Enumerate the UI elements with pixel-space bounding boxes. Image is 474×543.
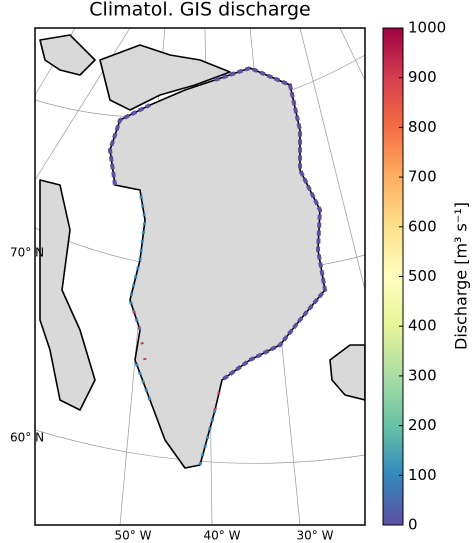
- colorbar-tick-label: 1000: [408, 19, 446, 37]
- map-frame: [34, 27, 366, 526]
- colorbar-tick-label: 500: [408, 267, 437, 285]
- lon-label: 40° W: [204, 529, 241, 543]
- colorbar-tick-label: 100: [408, 466, 437, 484]
- title: Climatol. GIS discharge: [89, 0, 310, 21]
- colorbar-tick-label: 200: [408, 416, 437, 434]
- lon-label: 50° W: [115, 529, 152, 543]
- colorbar-tick-label: 700: [408, 168, 437, 186]
- colorbar-tick-label: 300: [408, 366, 437, 384]
- lat-label: 60° N: [10, 431, 44, 445]
- colorbar-tick-label: 400: [408, 317, 437, 335]
- colorbar-label: Discharge [m³ s⁻¹]: [452, 202, 471, 350]
- map: [35, 28, 365, 525]
- colorbar-tick-label: 900: [408, 68, 437, 86]
- colorbar-tick-label: 800: [408, 118, 437, 136]
- colorbar-tick-label: 600: [408, 217, 437, 235]
- lat-label: 70° N: [10, 246, 44, 260]
- colorbar-tick-label: 0: [408, 516, 418, 534]
- lon-label: 30° W: [297, 529, 334, 543]
